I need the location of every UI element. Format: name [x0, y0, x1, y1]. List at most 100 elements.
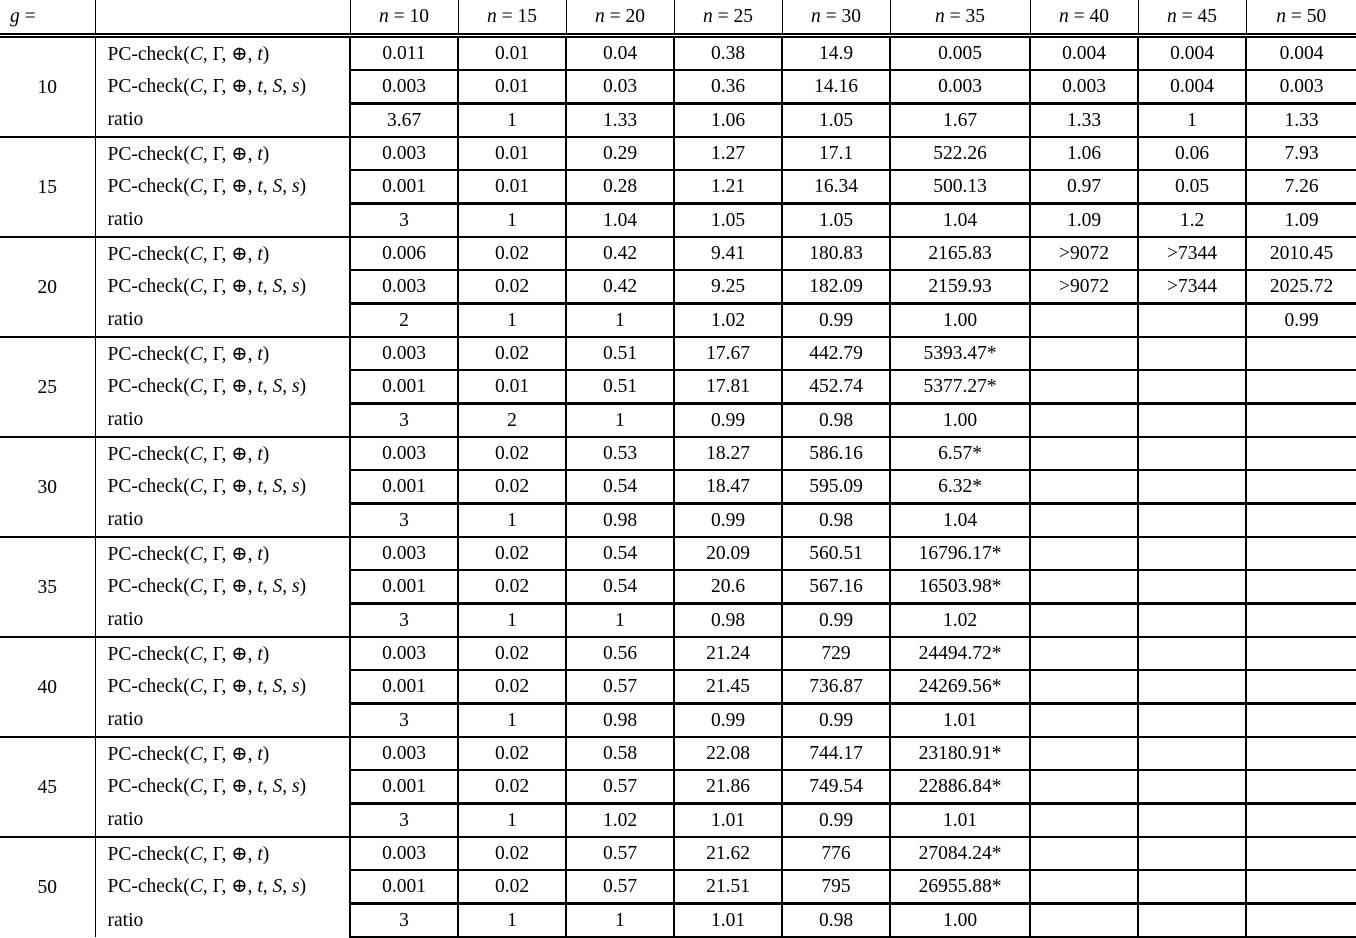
value-cell	[1029, 902, 1138, 938]
row-label-pc-check-t: PC-check(C, Γ, ⊕, t)	[95, 436, 350, 470]
value-cell: 1.2	[1137, 202, 1246, 237]
col-header: n = 50	[1245, 0, 1356, 38]
table-row: ratio 2 1 1 1.02 0.99 1.00 0.99	[0, 302, 1356, 337]
value-cell: >7344	[1137, 269, 1246, 304]
value-cell: 3	[349, 802, 458, 837]
value-cell: 0.01	[457, 34, 566, 70]
value-cell: 0.001	[349, 469, 458, 504]
value-cell: 1.04	[889, 202, 1030, 237]
table-row: ratio 3 2 1 0.99 0.98 1.00	[0, 402, 1356, 437]
value-cell: 0.006	[349, 236, 458, 270]
value-cell: 0.53	[565, 436, 674, 470]
value-cell	[1137, 769, 1246, 804]
value-cell: 3	[349, 902, 458, 938]
value-cell	[1029, 836, 1138, 870]
value-cell	[1029, 336, 1138, 370]
group-g-value: 30	[0, 436, 96, 537]
g-equals-header: g =	[0, 0, 95, 38]
col-header: n = 20	[565, 0, 674, 38]
value-cell	[1137, 802, 1246, 837]
value-cell	[1029, 636, 1138, 670]
value-cell: 1	[565, 902, 674, 938]
value-cell: 18.47	[673, 469, 782, 504]
table-row: PC-check(C, Γ, ⊕, t, S, s) 0.003 0.01 0.03 0…	[0, 69, 1356, 104]
value-cell: 3	[349, 202, 458, 237]
value-cell: 1	[457, 802, 566, 837]
row-label-ratio: ratio	[107, 409, 144, 431]
value-cell: 0.004	[1029, 34, 1138, 70]
row-label-pc-check-t: PC-check(C, Γ, ⊕, t)	[95, 336, 350, 370]
table-row: ratio 3 1 0.98 0.99 0.99 1.01	[0, 702, 1356, 737]
value-cell	[1245, 769, 1356, 804]
value-cell	[1245, 869, 1356, 904]
value-cell: 20.09	[673, 536, 782, 570]
value-cell	[1137, 836, 1246, 870]
value-cell: 26955.88*	[889, 869, 1030, 904]
value-cell: 0.01	[457, 69, 566, 104]
value-cell: 1.27	[673, 136, 782, 170]
row-label-ratio: ratio	[107, 709, 144, 731]
table-body: 10 PC-check(C, Γ, ⊕, t) 0.011 0.01 0.04 0.38 1…	[0, 34, 1356, 938]
value-cell: 1.05	[673, 202, 782, 237]
col-header: n = 35	[889, 0, 1030, 38]
value-cell	[1029, 769, 1138, 804]
value-cell	[1029, 469, 1138, 504]
value-cell	[1245, 569, 1356, 604]
value-cell: 1.02	[565, 802, 674, 837]
value-cell	[1137, 669, 1246, 704]
value-cell	[1137, 702, 1246, 737]
row-label-ratio: ratio	[107, 909, 144, 931]
value-cell: 0.99	[781, 802, 890, 837]
value-cell: 0.003	[349, 269, 458, 304]
value-cell: 0.02	[457, 336, 566, 370]
value-cell: 17.1	[781, 136, 890, 170]
table-row: 35 PC-check(C, Γ, ⊕, t) 0.003 0.02 0.54 20.09…	[0, 536, 1356, 637]
value-cell	[1137, 502, 1246, 537]
group-g-value: 15	[0, 136, 96, 237]
value-cell: 0.57	[565, 669, 674, 704]
row-label-ratio: ratio	[107, 109, 144, 131]
value-cell: 1	[1137, 102, 1246, 137]
value-cell: 0.001	[349, 369, 458, 404]
value-cell: 3	[349, 602, 458, 637]
group-g-value: 20	[0, 236, 96, 337]
value-cell: 0.02	[457, 236, 566, 270]
row-label-pc-check-t-s: PC-check(C, Γ, ⊕, t, S, s)	[107, 476, 307, 498]
value-cell: 1.02	[889, 602, 1030, 637]
value-cell: 500.13	[889, 169, 1030, 204]
value-cell: 182.09	[781, 269, 890, 304]
value-cell: 0.99	[781, 302, 890, 337]
value-cell	[1029, 736, 1138, 770]
value-cell: 0.02	[457, 836, 566, 870]
table-row: 50 PC-check(C, Γ, ⊕, t) 0.003 0.02 0.57 21.62…	[0, 836, 1356, 937]
value-cell: 0.001	[349, 669, 458, 704]
row-label-pc-check-t-s: PC-check(C, Γ, ⊕, t, S, s)	[107, 276, 307, 298]
value-cell	[1137, 436, 1246, 470]
value-cell: >9072	[1029, 236, 1138, 270]
col-header: n = 45	[1137, 0, 1246, 38]
value-cell: 9.41	[673, 236, 782, 270]
value-cell: 1	[565, 602, 674, 637]
table-row: 25 PC-check(C, Γ, ⊕, t) 0.003 0.02 0.51 17.67…	[0, 336, 1356, 437]
value-cell: 0.98	[781, 502, 890, 537]
value-cell: 0.02	[457, 436, 566, 470]
value-cell: 595.09	[781, 469, 890, 504]
table-row: PC-check(C, Γ, ⊕, t, S, s) 0.001 0.02 0.57 2…	[0, 869, 1356, 904]
row-label-pc-check-t: PC-check(C, Γ, ⊕, t)	[95, 636, 350, 670]
value-cell: 1	[457, 902, 566, 938]
value-cell: 0.003	[889, 69, 1030, 104]
table-row: 30 PC-check(C, Γ, ⊕, t) 0.003 0.02 0.53 18.27…	[0, 436, 1356, 537]
value-cell: 0.02	[457, 269, 566, 304]
value-cell: 442.79	[781, 336, 890, 370]
value-cell: 1	[457, 602, 566, 637]
value-cell: 2025.72	[1245, 269, 1356, 304]
col-header: n = 30	[781, 0, 890, 38]
value-cell: 0.02	[457, 536, 566, 570]
value-cell: 0.06	[1137, 136, 1246, 170]
value-cell: 1	[457, 102, 566, 137]
value-cell: 452.74	[781, 369, 890, 404]
value-cell	[1137, 302, 1246, 337]
value-cell: 586.16	[781, 436, 890, 470]
value-cell: 0.51	[565, 336, 674, 370]
